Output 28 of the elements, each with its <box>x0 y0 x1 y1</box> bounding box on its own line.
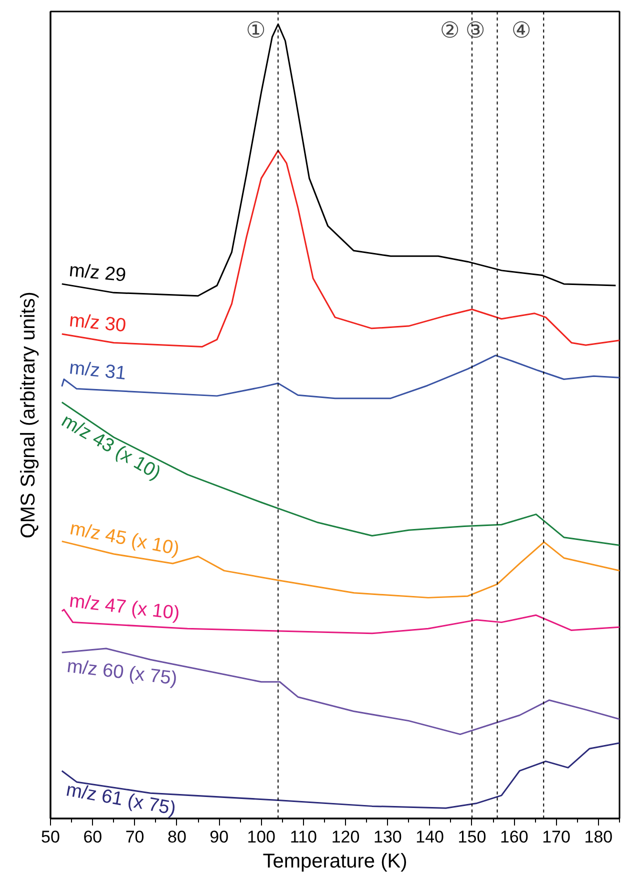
ref-line-label: ④ <box>512 18 532 42</box>
x-tick-label: 90 <box>210 828 229 846</box>
x-tick-label: 180 <box>584 828 613 846</box>
x-tick-label: 170 <box>542 828 570 846</box>
ref-line-label: ② <box>440 18 460 42</box>
text: m/z 60 (x 75) <box>66 656 178 690</box>
x-tick-label: 120 <box>331 828 360 846</box>
y-axis-title: QMS Signal (arbitrary units) <box>18 292 40 538</box>
x-tick-label: 130 <box>374 828 402 846</box>
x-tick-label: 60 <box>83 828 102 846</box>
x-tick-label: 80 <box>167 828 186 846</box>
x-tick-label: 70 <box>125 828 144 846</box>
text: m/z 30 <box>68 310 127 337</box>
x-axis-title: Temperature (K) <box>262 850 408 872</box>
ref-line-label: ① <box>246 18 266 42</box>
text: m/z 47 (x 10) <box>68 590 181 624</box>
x-tick-label: 50 <box>41 828 60 846</box>
text: m/z 29 <box>68 260 127 286</box>
text: m/z 61 (x 75) <box>64 780 178 820</box>
x-tick-label: 150 <box>458 828 486 846</box>
x-tick-label: 110 <box>290 828 317 846</box>
x-tick-label: 140 <box>416 828 444 846</box>
ref-line-label: ③ <box>465 18 486 42</box>
text: m/z 45 (x 10) <box>68 518 181 560</box>
x-tick-label: 100 <box>247 828 276 846</box>
text: m/z 31 <box>68 358 128 385</box>
text: m/z 43 (x 10) <box>58 410 164 484</box>
x-tick-label: 160 <box>500 828 528 846</box>
